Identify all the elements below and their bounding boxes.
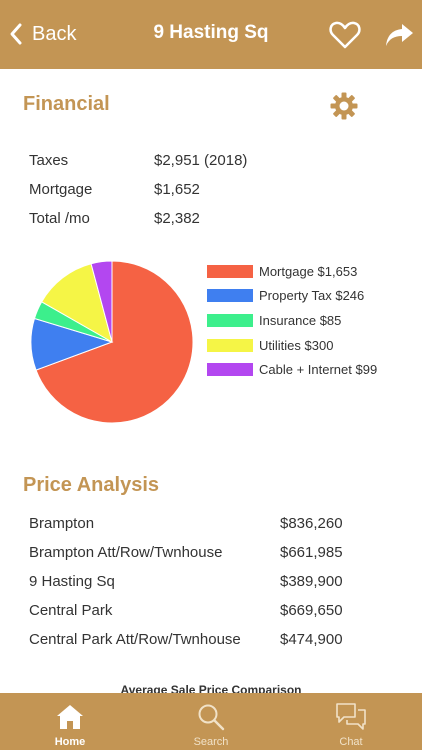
search-icon <box>198 704 225 731</box>
financial-row-mortgage: Mortgage $1,652 <box>29 181 200 198</box>
pie-slice-cable-internet <box>90 260 113 343</box>
price-row: Central Park $669,650 <box>29 602 399 619</box>
heart-icon[interactable] <box>329 21 361 49</box>
price-row-value: $836,260 <box>280 515 343 532</box>
financial-row-label: Mortgage <box>29 181 93 198</box>
legend-item: Cable + Internet $99 <box>207 357 377 382</box>
expense-pie-chart <box>30 260 194 424</box>
price-analysis-heading: Price Analysis <box>23 474 160 496</box>
tab-search[interactable]: Search <box>161 693 261 750</box>
price-row-value: $661,985 <box>280 544 343 561</box>
legend-item: Utilities $300 <box>207 333 377 358</box>
back-button[interactable]: Back <box>8 20 76 48</box>
financial-heading: Financial <box>23 93 110 115</box>
financial-row-label: Total /mo <box>29 210 90 227</box>
price-row-label: Central Park Att/Row/Twnhouse <box>29 631 241 648</box>
legend-label: Cable + Internet $99 <box>259 362 378 378</box>
pie-slice-utilities <box>40 263 113 344</box>
legend-swatch <box>207 313 253 327</box>
price-row-label: Central Park <box>29 602 113 619</box>
tab-home[interactable]: Home <box>20 693 120 750</box>
legend-label: Utilities $300 <box>259 337 334 353</box>
back-label: Back <box>32 22 77 45</box>
home-icon <box>57 705 83 729</box>
legend-item: Mortgage $1,653 <box>207 259 377 284</box>
tab-label: Home <box>54 736 86 748</box>
legend-swatch <box>207 338 253 352</box>
financial-row-taxes: Taxes $2,951 (2018) <box>29 152 247 169</box>
legend-swatch <box>207 289 253 303</box>
legend-swatch <box>207 363 253 377</box>
price-row: 9 Hasting Sq $389,900 <box>29 573 399 590</box>
tab-bar: Home Search Chat <box>0 693 422 750</box>
legend-label: Insurance $85 <box>259 312 342 328</box>
legend-label: Property Tax $246 <box>259 288 365 304</box>
legend-item: Insurance $85 <box>207 308 377 333</box>
legend-label: Mortgage $1,653 <box>259 263 358 279</box>
tab-chat[interactable]: Chat <box>301 693 401 750</box>
price-row: Brampton Att/Row/Twnhouse $661,985 <box>29 544 399 561</box>
price-row-value: $389,900 <box>280 573 343 590</box>
price-row-label: Brampton <box>29 515 95 532</box>
financial-row-total: Total /mo $2,382 <box>29 210 200 227</box>
price-row-value: $474,900 <box>280 631 343 648</box>
navigation-bar: Back 9 Hasting Sq <box>0 0 422 69</box>
tab-label: Chat <box>339 736 363 748</box>
chat-icon <box>336 703 366 730</box>
financial-row-label: Taxes <box>29 152 69 169</box>
pie-legend: Mortgage $1,653 Property Tax $246 Insuranc… <box>207 259 377 382</box>
gear-icon[interactable] <box>330 92 358 120</box>
legend-swatch <box>207 264 253 278</box>
price-row: Central Park Att/Row/Twnhouse $474,900 <box>29 631 399 648</box>
price-row: Brampton $836,260 <box>29 515 399 532</box>
price-row-label: 9 Hasting Sq <box>29 573 115 590</box>
legend-item: Property Tax $246 <box>207 284 377 309</box>
tab-label: Search <box>193 736 229 748</box>
financial-row-value: $2,951 (2018) <box>154 152 248 169</box>
chevron-left-icon <box>10 23 22 45</box>
share-icon[interactable] <box>384 22 414 48</box>
financial-row-value: $1,652 <box>154 181 200 198</box>
price-row-value: $669,650 <box>280 602 343 619</box>
financial-row-value: $2,382 <box>154 210 200 227</box>
price-row-label: Brampton Att/Row/Twnhouse <box>29 544 223 561</box>
pie-slice-mortgage <box>35 260 194 424</box>
